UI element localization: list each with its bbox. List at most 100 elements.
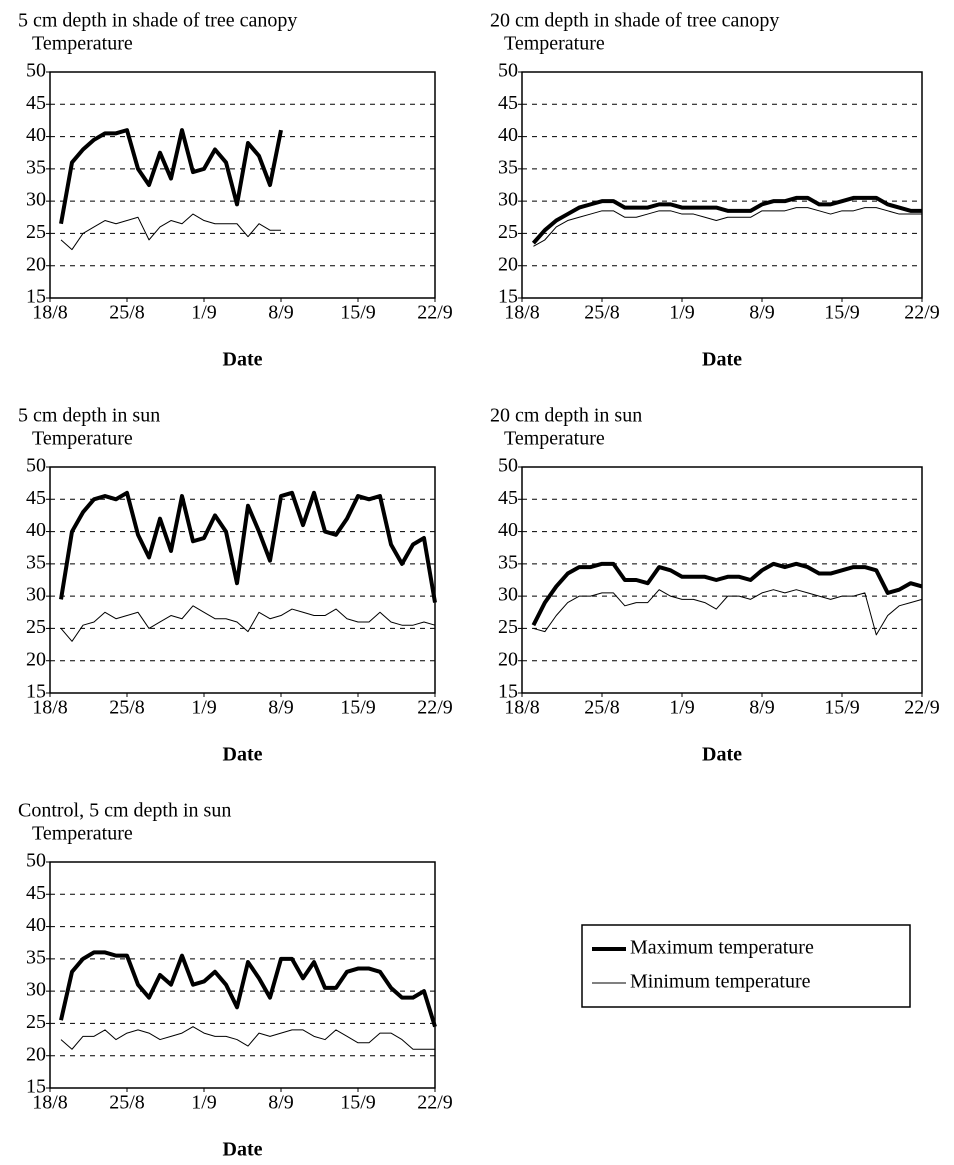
series-line [533,589,923,636]
y-tick-label: 35 [26,156,46,178]
y-tick-label: 30 [498,189,518,211]
y-axis-title: Temperature [504,33,605,55]
y-tick-label: 45 [26,92,46,114]
y-tick-label: 15 [26,1076,46,1098]
x-tick-label: 15/9 [340,697,376,719]
x-tick-label: 1/9 [191,302,217,324]
series-line [59,128,283,225]
y-tick-label: 15 [498,681,518,703]
y-tick-label: 25 [498,616,518,638]
x-tick-label: 15/9 [340,302,376,324]
y-tick-label: 20 [498,648,518,670]
x-tick-label: 1/9 [669,302,695,324]
y-tick-label: 25 [26,1011,46,1033]
series-line [531,195,922,245]
y-tick-label: 50 [26,60,46,82]
chart-title: 5 cm depth in shade of tree canopy [18,10,297,32]
x-tick-label: 8/9 [268,1092,294,1114]
y-tick-label: 30 [26,584,46,606]
y-tick-label: 20 [498,253,518,275]
x-tick-label: 18/8 [32,1092,68,1114]
x-tick-label: 25/8 [109,697,145,719]
y-tick-label: 20 [26,1043,46,1065]
series-line [531,561,923,627]
y-tick-label: 40 [26,124,46,146]
chart-title: Control, 5 cm depth in sun [18,800,231,822]
y-tick-label: 50 [26,455,46,477]
y-tick-label: 40 [498,124,518,146]
legend-label: Maximum temperature [630,937,814,959]
y-tick-label: 45 [26,882,46,904]
x-tick-label: 1/9 [669,697,695,719]
y-axis-title: Temperature [32,823,133,845]
plot-frame [521,71,923,299]
y-tick-label: 35 [26,551,46,573]
x-axis-title: Date [223,1139,263,1161]
x-tick-label: 8/9 [268,302,294,324]
y-tick-label: 35 [26,946,46,968]
x-tick-label: 18/8 [504,697,540,719]
y-tick-label: 45 [498,92,518,114]
y-tick-label: 25 [26,616,46,638]
x-tick-label: 18/8 [32,302,68,324]
y-tick-label: 50 [498,60,518,82]
y-tick-label: 15 [26,681,46,703]
x-tick-label: 8/9 [749,302,775,324]
chart-title: 20 cm depth in shade of tree canopy [490,10,779,32]
y-tick-label: 20 [26,253,46,275]
x-tick-label: 22/9 [417,302,453,324]
series-line [59,490,437,603]
y-tick-label: 40 [26,519,46,541]
y-tick-label: 35 [498,156,518,178]
x-tick-label: 25/8 [584,697,620,719]
x-tick-label: 15/9 [824,302,860,324]
x-axis-title: Date [223,744,263,766]
y-tick-label: 40 [26,914,46,936]
x-tick-label: 25/8 [109,1092,145,1114]
series-line [60,605,436,642]
x-axis-title: Date [702,744,742,766]
plot-frame [521,466,923,694]
x-tick-label: 22/9 [417,697,453,719]
x-tick-label: 22/9 [904,697,940,719]
x-tick-label: 22/9 [904,302,940,324]
series-line [60,1026,435,1050]
y-tick-label: 50 [498,455,518,477]
series-line [60,213,281,251]
x-tick-label: 8/9 [268,697,294,719]
y-tick-label: 50 [26,850,46,872]
y-tick-label: 30 [26,189,46,211]
plot-frame [49,71,436,299]
x-axis-title: Date [702,349,742,371]
y-tick-label: 15 [26,286,46,308]
x-tick-label: 18/8 [32,697,68,719]
y-axis-title: Temperature [32,33,133,55]
plot-frame [49,466,436,694]
y-axis-title: Temperature [504,428,605,450]
x-tick-label: 22/9 [417,1092,453,1114]
plot-frame [49,861,436,1089]
x-tick-label: 25/8 [584,302,620,324]
y-tick-label: 35 [498,551,518,573]
series-line [533,207,922,247]
series-line [59,950,437,1028]
chart-title: 5 cm depth in sun [18,405,160,427]
x-tick-label: 1/9 [191,697,217,719]
x-tick-label: 15/9 [340,1092,376,1114]
x-axis-title: Date [223,349,263,371]
y-tick-label: 45 [498,487,518,509]
chart-title: 20 cm depth in sun [490,405,642,427]
y-tick-label: 20 [26,648,46,670]
y-tick-label: 25 [26,221,46,243]
y-tick-label: 15 [498,286,518,308]
legend-box [581,924,911,1008]
y-tick-label: 30 [498,584,518,606]
x-tick-label: 25/8 [109,302,145,324]
legend-label: Minimum temperature [630,971,811,993]
y-tick-label: 30 [26,979,46,1001]
y-tick-label: 40 [498,519,518,541]
x-tick-label: 15/9 [824,697,860,719]
x-tick-label: 8/9 [749,697,775,719]
